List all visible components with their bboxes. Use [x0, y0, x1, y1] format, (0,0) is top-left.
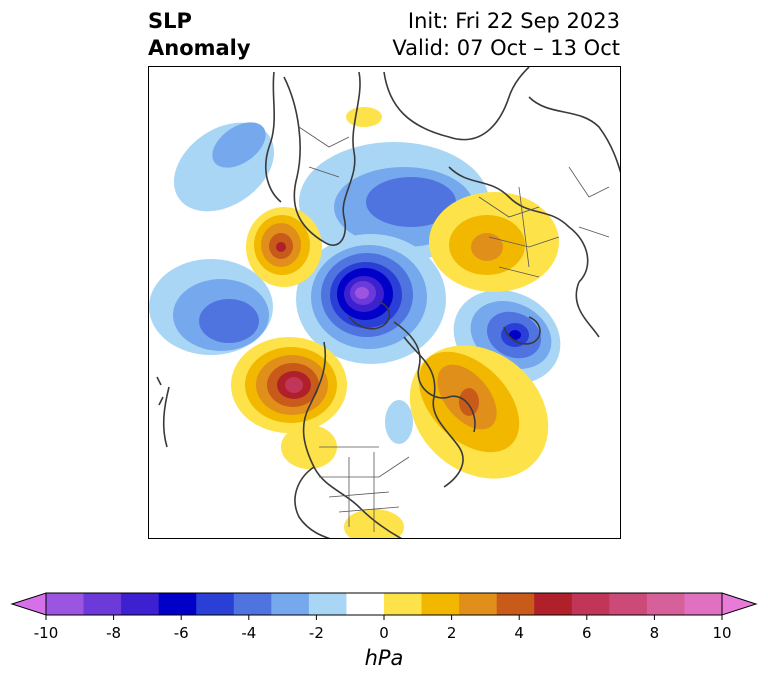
map-svg: [149, 67, 620, 538]
colorbar-swatch: [646, 593, 685, 615]
colorbar-swatch: [571, 593, 610, 615]
colorbar-swatch: [459, 593, 498, 615]
colorbar-tick-label: -10: [33, 624, 59, 642]
anomaly-pos-small-north: [346, 107, 382, 127]
anomaly-neg-west-pacific: [149, 259, 273, 355]
colorbar-swatch: [46, 593, 85, 615]
anomaly-pos-alaska: [231, 337, 347, 433]
colorbar: [10, 592, 758, 620]
colorbar-swatch: [496, 593, 535, 615]
colorbar-swatch: [421, 593, 460, 615]
colorbar-unit-label: hPa: [364, 646, 404, 670]
colorbar-swatch: [233, 593, 272, 615]
colorbar-tick-label: 10: [712, 624, 732, 642]
anomaly-neg-northwest: [173, 122, 275, 212]
colorbar-extend-max: [721, 592, 758, 616]
colorbar-tick-label: -2: [308, 624, 324, 642]
title-left: SLP Anomaly: [148, 8, 251, 62]
colorbar-swatch: [196, 593, 235, 615]
title-line1: SLP: [148, 9, 192, 33]
colorbar-tick-label: -8: [106, 624, 122, 642]
colorbar-swatch: [609, 593, 648, 615]
colorbar-tick-label: 2: [446, 624, 457, 642]
coastlines: [156, 67, 620, 538]
title-line2: Anomaly: [148, 36, 251, 60]
colorbar-swatch: [83, 593, 122, 615]
init-date: Init: Fri 22 Sep 2023: [407, 9, 620, 33]
anomaly-neg-canada: [385, 400, 413, 444]
colorbar-tick-label: 6: [582, 624, 592, 642]
colorbar-swatch: [158, 593, 197, 615]
colorbar-swatch: [684, 593, 723, 615]
anomaly-map: [148, 66, 621, 539]
colorbar-swatch: [346, 593, 385, 615]
anomaly-pos-west-russia: [429, 192, 559, 292]
colorbar-tick-label: 8: [649, 624, 660, 642]
colorbar-tick-label: -4: [241, 624, 257, 642]
colorbar-tick-label: 0: [379, 624, 389, 642]
colorbar-swatch: [534, 593, 573, 615]
borders: [298, 126, 610, 532]
colorbar-extend-min: [10, 592, 47, 616]
colorbar-swatch: [384, 593, 423, 615]
colorbar-tick-label: 4: [514, 624, 524, 642]
anomaly-pos-siberia: [246, 207, 322, 287]
colorbar-swatch: [308, 593, 347, 615]
colorbar-swatch: [121, 593, 160, 615]
title-right: Init: Fri 22 Sep 2023 Valid: 07 Oct – 13…: [392, 8, 620, 62]
valid-range: Valid: 07 Oct – 13 Oct: [392, 36, 620, 60]
colorbar-swatch: [271, 593, 310, 615]
colorbar-tick-label: -6: [173, 624, 189, 642]
